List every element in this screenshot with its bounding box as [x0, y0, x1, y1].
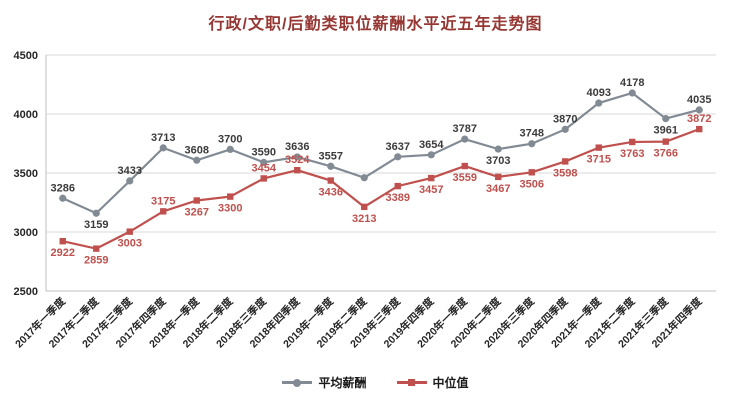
- svg-text:3457: 3457: [419, 184, 443, 196]
- svg-text:3300: 3300: [218, 203, 242, 215]
- svg-text:3700: 3700: [218, 133, 242, 145]
- svg-text:3636: 3636: [285, 141, 309, 153]
- legend-label-median: 中位值: [432, 376, 469, 390]
- svg-text:3637: 3637: [386, 141, 410, 153]
- svg-text:3598: 3598: [553, 167, 577, 179]
- svg-text:3175: 3175: [151, 195, 175, 207]
- median-line-square-icon: [396, 379, 427, 386]
- svg-text:3506: 3506: [520, 178, 544, 190]
- svg-text:3787: 3787: [453, 123, 477, 135]
- svg-text:3703: 3703: [486, 155, 510, 167]
- average-salary-line-circle-icon: [282, 378, 313, 387]
- svg-text:3557: 3557: [319, 150, 343, 162]
- svg-text:4500: 4500: [14, 50, 38, 62]
- svg-text:3766: 3766: [654, 148, 678, 160]
- svg-text:3454: 3454: [252, 162, 277, 174]
- svg-text:3713: 3713: [151, 132, 175, 144]
- legend-item-median: 中位值: [396, 374, 469, 391]
- svg-text:3590: 3590: [252, 146, 276, 158]
- svg-text:3389: 3389: [386, 192, 410, 204]
- svg-text:3286: 3286: [51, 182, 75, 194]
- svg-text:3608: 3608: [185, 144, 209, 156]
- chart-legend: 平均薪酬 中位值: [0, 374, 751, 391]
- svg-text:3433: 3433: [118, 165, 142, 177]
- svg-text:3436: 3436: [319, 187, 343, 199]
- svg-text:3559: 3559: [453, 172, 477, 184]
- chart-title: 行政/文职/后勤类职位薪酬水平近五年走势图: [208, 16, 543, 33]
- svg-text:3213: 3213: [352, 213, 376, 225]
- svg-text:3267: 3267: [185, 206, 209, 218]
- svg-text:3715: 3715: [587, 154, 611, 166]
- svg-text:3000: 3000: [14, 227, 38, 239]
- svg-text:3159: 3159: [84, 219, 108, 231]
- svg-text:3003: 3003: [118, 238, 142, 250]
- svg-text:3872: 3872: [687, 113, 711, 125]
- svg-text:3500: 3500: [14, 168, 38, 180]
- svg-text:4000: 4000: [14, 109, 38, 121]
- legend-label-average-salary: 平均薪酬: [318, 376, 367, 390]
- svg-text:4035: 4035: [687, 94, 711, 106]
- svg-text:3524: 3524: [285, 154, 310, 166]
- svg-text:2500: 2500: [14, 286, 38, 298]
- svg-text:3748: 3748: [520, 128, 544, 140]
- svg-text:3654: 3654: [419, 139, 444, 151]
- svg-text:3467: 3467: [486, 183, 510, 195]
- svg-text:2859: 2859: [84, 255, 108, 267]
- svg-text:3870: 3870: [553, 113, 577, 125]
- svg-text:4093: 4093: [587, 87, 611, 99]
- legend-item-average-salary: 平均薪酬: [282, 374, 367, 391]
- svg-text:2922: 2922: [51, 247, 75, 259]
- svg-text:3961: 3961: [654, 125, 678, 137]
- svg-text:4178: 4178: [620, 77, 644, 89]
- svg-text:3763: 3763: [620, 148, 644, 160]
